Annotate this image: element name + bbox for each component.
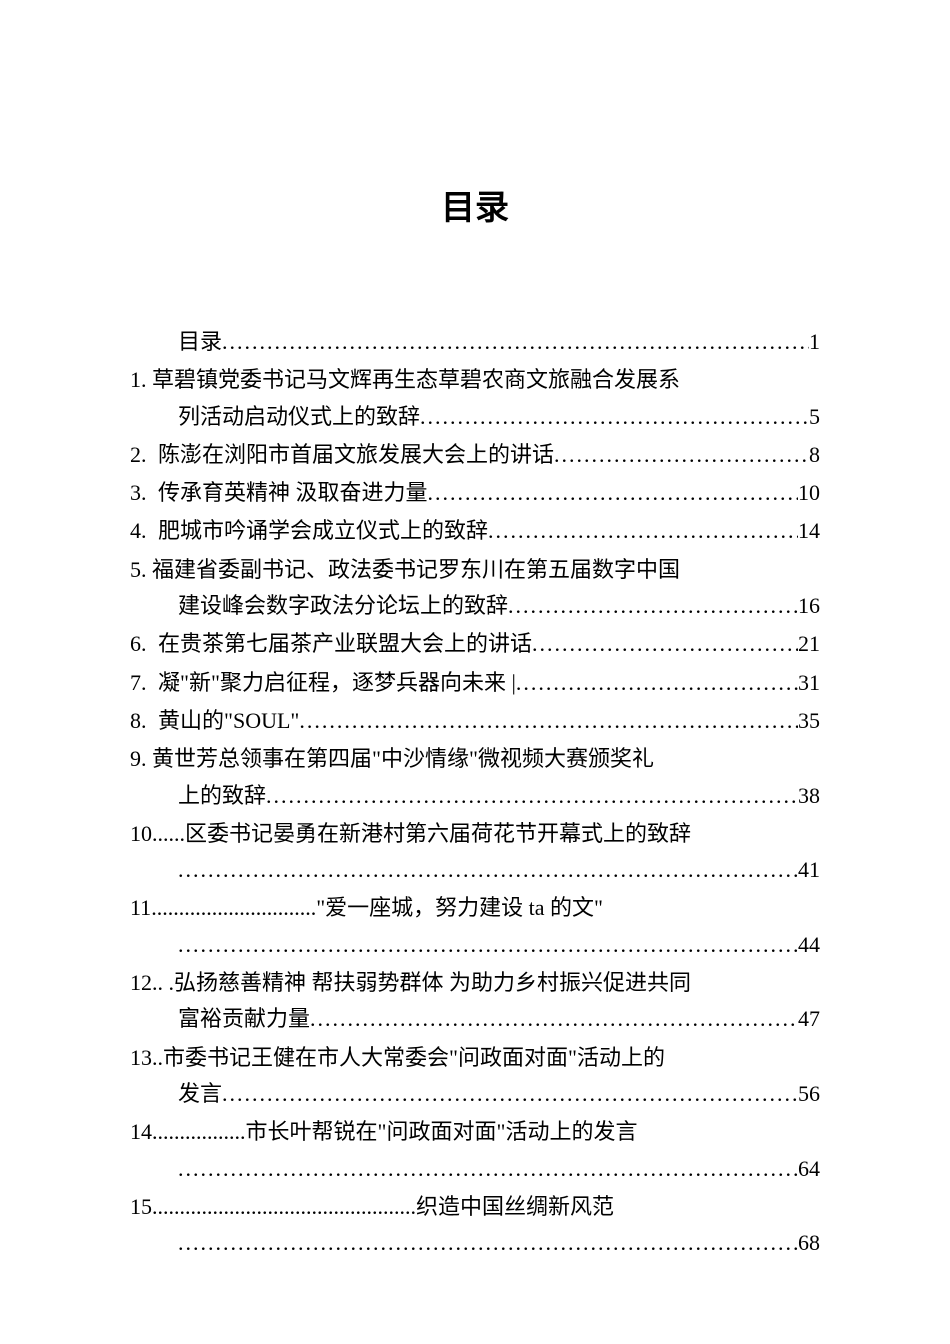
toc-text-line2: 上的致辞 bbox=[178, 778, 266, 814]
toc-number: 10 bbox=[130, 816, 152, 852]
toc-page: 16 bbox=[798, 588, 820, 624]
toc-container: 目录 11. 草碧镇党委书记马文辉再生态草碧农商文旅融合发展系列活动启动仪式上的致… bbox=[130, 324, 820, 1261]
toc-entry: 13..市委书记王健在市人大常委会"问政面对面"活动上的发言 56 bbox=[130, 1040, 820, 1113]
toc-text-line1: 弘扬慈善精神 帮扶弱势群体 为助力乡村振兴促进共同 bbox=[174, 965, 691, 1001]
toc-dots bbox=[508, 588, 798, 624]
toc-number: 6. bbox=[130, 626, 158, 662]
toc-number: 13 bbox=[130, 1040, 152, 1076]
toc-text: 凝"新"聚力启征程，逐梦兵器向未来 | bbox=[158, 665, 516, 701]
toc-entry: 1. 草碧镇党委书记马文辉再生态草碧农商文旅融合发展系列活动启动仪式上的致辞 5 bbox=[130, 362, 820, 435]
toc-dots bbox=[178, 852, 798, 888]
toc-text-line1: 1. 草碧镇党委书记马文辉再生态草碧农商文旅融合发展系 bbox=[130, 362, 820, 398]
toc-dots bbox=[488, 513, 798, 549]
toc-dots bbox=[428, 475, 798, 511]
toc-entry: 5. 福建省委副书记、政法委书记罗东川在第五届数字中国建设峰会数字政法分论坛上的… bbox=[130, 552, 820, 625]
toc-dots bbox=[222, 1076, 798, 1112]
toc-dots bbox=[310, 1001, 798, 1037]
toc-text: 织造中国丝绸新风范 bbox=[416, 1189, 614, 1225]
toc-page: 68 bbox=[798, 1225, 820, 1261]
toc-entry: 10......区委书记晏勇在新港村第六届荷花节开幕式上的致辞 41 bbox=[130, 816, 820, 889]
toc-number: 2. bbox=[130, 437, 158, 473]
toc-page: 5 bbox=[809, 399, 820, 435]
toc-dots bbox=[516, 665, 798, 701]
toc-text-line1: 9. 黄世芳总领事在第四届"中沙情缘"微视频大赛颁奖礼 bbox=[130, 741, 820, 777]
toc-dots bbox=[266, 778, 798, 814]
toc-number: 8. bbox=[130, 703, 158, 739]
toc-page: 21 bbox=[798, 626, 820, 662]
toc-number: 4. bbox=[130, 513, 158, 549]
toc-prefix-dots: ........................................… bbox=[152, 1189, 416, 1225]
toc-number: 7. bbox=[130, 665, 158, 701]
toc-entry: 目录 1 bbox=[130, 324, 820, 360]
toc-text: 在贵茶第七届茶产业联盟大会上的讲话 bbox=[158, 626, 532, 662]
toc-text: "爱一座城，努力建设 ta 的文" bbox=[316, 890, 603, 926]
toc-page: 47 bbox=[798, 1001, 820, 1037]
toc-page: 31 bbox=[798, 665, 820, 701]
toc-dots bbox=[532, 626, 798, 662]
toc-page: 64 bbox=[798, 1151, 820, 1187]
toc-entry: 8. 黄山的"SOUL" 35 bbox=[130, 703, 820, 739]
toc-text-line1: 市委书记王健在市人大常委会"问政面对面"活动上的 bbox=[163, 1040, 665, 1076]
toc-entry: 14.................市长叶帮锐在"问政面对面"活动上的发言 64 bbox=[130, 1114, 820, 1187]
toc-entry: 7. 凝"新"聚力启征程，逐梦兵器向未来 | 31 bbox=[130, 665, 820, 701]
toc-entry: 4. 肥城市吟诵学会成立仪式上的致辞 14 bbox=[130, 513, 820, 549]
toc-prefix-dots: .............................. bbox=[151, 890, 316, 926]
toc-entry: 11.............................."爱一座城，努力… bbox=[130, 890, 820, 963]
toc-dots bbox=[178, 927, 798, 963]
toc-prefix-dots: .. . bbox=[152, 965, 174, 1001]
toc-page: 8 bbox=[809, 437, 820, 473]
toc-page: 1 bbox=[809, 324, 820, 360]
toc-page: 56 bbox=[798, 1076, 820, 1112]
toc-number: 3. bbox=[130, 475, 158, 511]
toc-text-line2: 富裕贡献力量 bbox=[178, 1001, 310, 1037]
toc-page: 38 bbox=[798, 778, 820, 814]
toc-dots bbox=[554, 437, 809, 473]
toc-dots bbox=[222, 324, 809, 360]
toc-text: 陈澎在浏阳市首届文旅发展大会上的讲话 bbox=[158, 437, 554, 473]
toc-text: 肥城市吟诵学会成立仪式上的致辞 bbox=[158, 513, 488, 549]
toc-text: 传承育英精神 汲取奋进力量 bbox=[158, 475, 428, 511]
toc-text: 市长叶帮锐在"问政面对面"活动上的发言 bbox=[246, 1114, 638, 1150]
toc-text: 区委书记晏勇在新港村第六届荷花节开幕式上的致辞 bbox=[185, 816, 691, 852]
toc-page: 44 bbox=[798, 927, 820, 963]
toc-dots bbox=[178, 1151, 798, 1187]
toc-text-line2: 列活动启动仪式上的致辞 bbox=[178, 399, 420, 435]
toc-number: 11 bbox=[130, 890, 151, 926]
toc-text: 黄山的"SOUL" bbox=[158, 703, 299, 739]
toc-dots bbox=[420, 399, 809, 435]
toc-page: 10 bbox=[798, 475, 820, 511]
toc-page: 14 bbox=[798, 513, 820, 549]
toc-dots bbox=[299, 703, 798, 739]
toc-text-line1: 5. 福建省委副书记、政法委书记罗东川在第五届数字中国 bbox=[130, 552, 820, 588]
toc-prefix-dots: ................. bbox=[152, 1114, 246, 1150]
toc-entry: 2. 陈澎在浏阳市首届文旅发展大会上的讲话 8 bbox=[130, 437, 820, 473]
toc-entry: 15......................................… bbox=[130, 1189, 820, 1262]
toc-dots bbox=[178, 1225, 798, 1261]
toc-page: 41 bbox=[798, 852, 820, 888]
toc-entry: 9. 黄世芳总领事在第四届"中沙情缘"微视频大赛颁奖礼上的致辞 38 bbox=[130, 741, 820, 814]
toc-entry: 12.. .弘扬慈善精神 帮扶弱势群体 为助力乡村振兴促进共同富裕贡献力量 47 bbox=[130, 965, 820, 1038]
toc-prefix-dots: .. bbox=[152, 1040, 163, 1076]
toc-text: 目录 bbox=[178, 324, 222, 360]
toc-prefix-dots: ...... bbox=[152, 816, 185, 852]
toc-number: 12 bbox=[130, 965, 152, 1001]
toc-page: 35 bbox=[798, 703, 820, 739]
toc-text-line2: 建设峰会数字政法分论坛上的致辞 bbox=[178, 588, 508, 624]
toc-text-line2: 发言 bbox=[178, 1076, 222, 1112]
toc-title: 目录 bbox=[130, 180, 820, 229]
toc-entry: 6. 在贵茶第七届茶产业联盟大会上的讲话 21 bbox=[130, 626, 820, 662]
toc-number: 15 bbox=[130, 1189, 152, 1225]
toc-entry: 3. 传承育英精神 汲取奋进力量 10 bbox=[130, 475, 820, 511]
toc-number: 14 bbox=[130, 1114, 152, 1150]
